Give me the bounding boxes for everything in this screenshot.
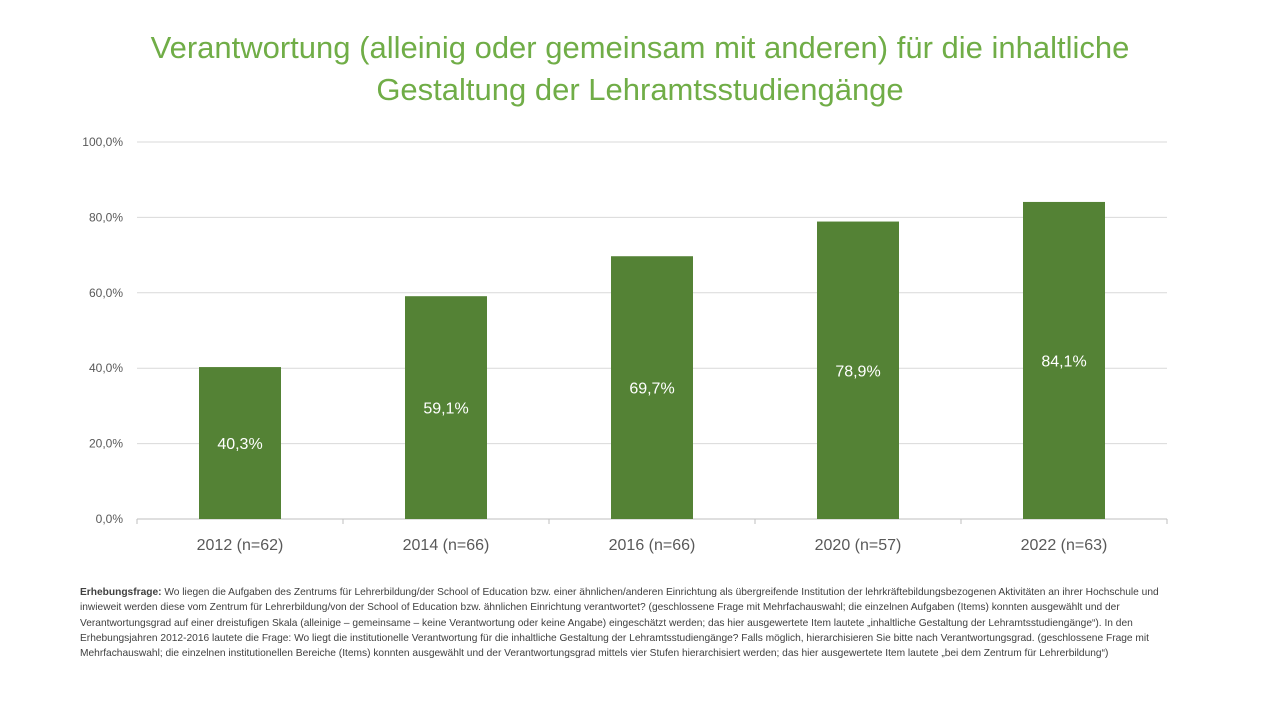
bar-data-label: 40,3% xyxy=(217,436,262,453)
y-tick-label: 60,0% xyxy=(89,286,123,300)
y-tick-label: 20,0% xyxy=(89,437,123,451)
x-tick-label: 2022 (n=63) xyxy=(1021,537,1108,554)
x-tick-label: 2020 (n=57) xyxy=(815,537,902,554)
bar-data-label: 59,1% xyxy=(423,401,468,418)
bar xyxy=(199,367,281,519)
chart-title-line-2: Gestaltung der Lehramtsstudiengänge xyxy=(376,72,904,107)
y-tick-label: 40,0% xyxy=(89,361,123,375)
note-text: Wo liegen die Aufgaben des Zentrums für … xyxy=(80,587,1159,660)
chart-title-line-1: Verantwortung (alleinig oder gemeinsam m… xyxy=(150,30,1130,65)
note-label: Erhebungsfrage: xyxy=(80,587,162,598)
bar-data-label: 78,9% xyxy=(835,363,880,380)
y-tick-label: 80,0% xyxy=(89,210,123,224)
x-tick-label: 2016 (n=66) xyxy=(609,537,696,554)
survey-question-note: Erhebungsfrage: Wo liegen die Aufgaben d… xyxy=(80,585,1180,661)
bar xyxy=(817,221,899,519)
x-tick-label: 2014 (n=66) xyxy=(403,537,490,554)
y-tick-label: 100,0% xyxy=(82,135,123,149)
bar-data-label: 84,1% xyxy=(1041,353,1086,370)
bar-data-label: 69,7% xyxy=(629,381,674,398)
bar xyxy=(405,296,487,519)
bar xyxy=(1023,201,1105,519)
y-tick-label: 0,0% xyxy=(96,512,124,526)
x-tick-label: 2012 (n=62) xyxy=(197,537,284,554)
bar xyxy=(611,256,693,519)
